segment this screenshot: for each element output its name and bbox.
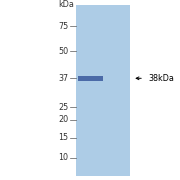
Text: 37: 37 (58, 74, 68, 83)
Text: 38kDa: 38kDa (148, 74, 174, 83)
Text: 20: 20 (58, 115, 68, 124)
Text: kDa: kDa (58, 0, 74, 9)
Text: 50: 50 (58, 47, 68, 56)
Text: 10: 10 (58, 153, 68, 162)
Text: 15: 15 (58, 133, 68, 142)
Text: 25: 25 (58, 103, 68, 112)
Bar (76, 5, 130, 176)
Bar (78, 76, 103, 81)
Text: 75: 75 (58, 22, 68, 31)
